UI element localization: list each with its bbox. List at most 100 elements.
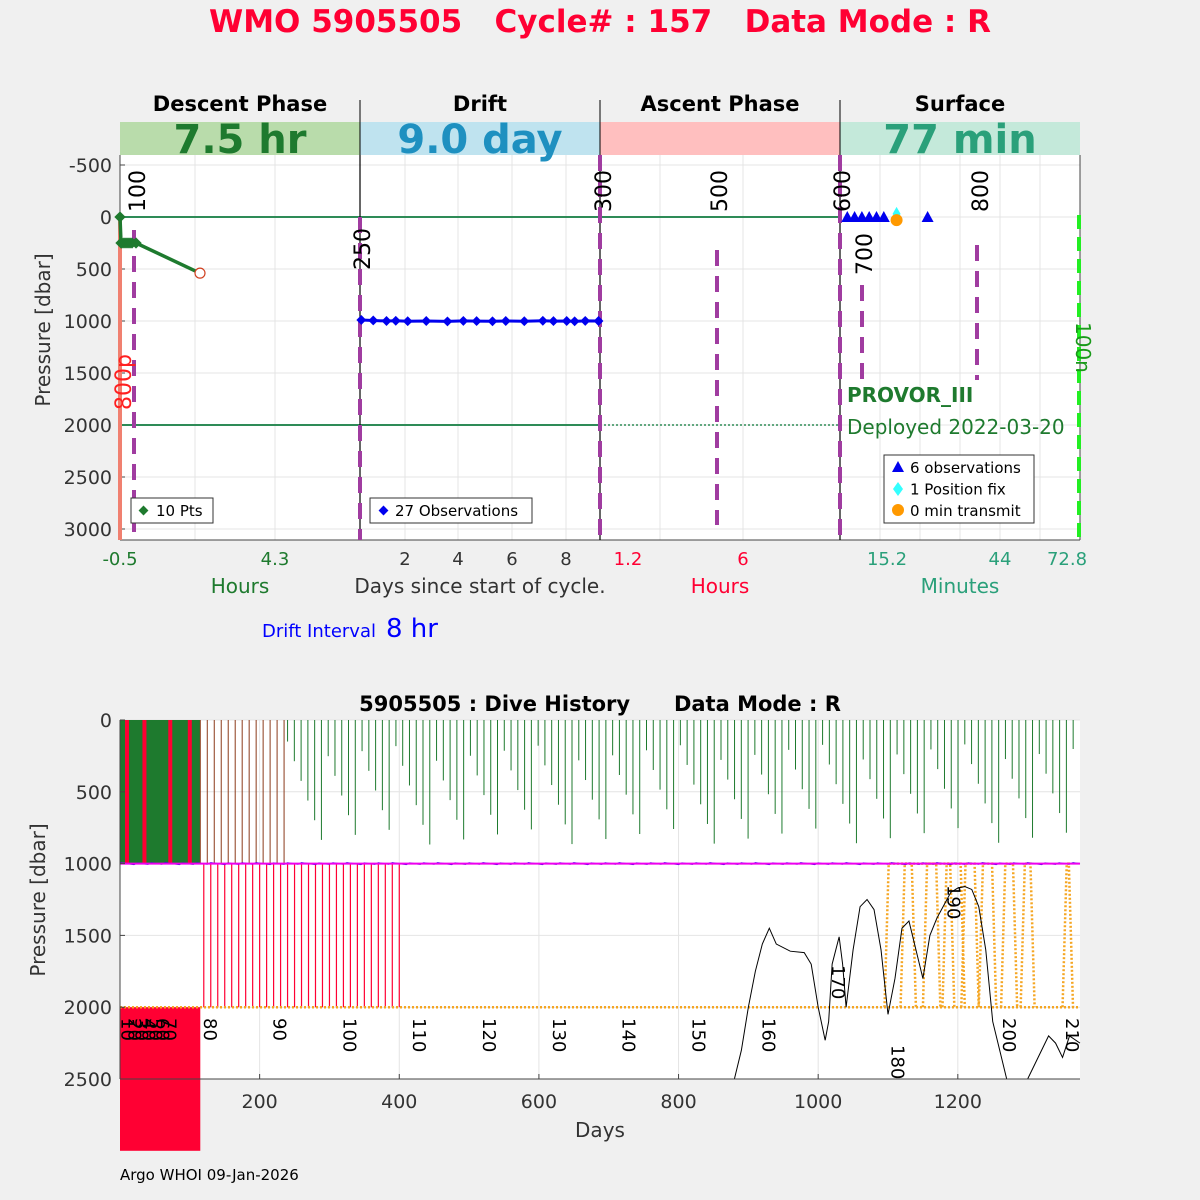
drift-point [402,316,413,327]
drift-point [519,316,530,327]
legend-descent-marker [138,505,149,516]
x-tick-label: 1.2 [614,549,643,570]
x-tick-label: 6 [737,549,748,570]
descent-point [130,237,142,249]
legend-transmit-marker [892,504,904,516]
plot-area [120,720,1080,1079]
cycle-label: 80 [199,1018,220,1041]
x-tick-label: 200 [242,1091,278,1113]
phase-duration: 9.0 day [397,117,562,163]
page-title: WMO 5905505 Cycle# : 157 Data Mode : R [209,4,991,40]
cycle-label: 10 [116,1018,137,1041]
drift-point [580,315,591,326]
legend-surface-box [883,454,1035,524]
x-tick-label: 1000 [794,1091,842,1113]
y-tick-label: 2500 [64,1069,112,1091]
marker-label: 700 [853,233,878,275]
cycle-label: 180 [886,1045,907,1079]
phase-duration: 7.5 hr [174,117,307,163]
drift-point [569,316,580,327]
legend-drift-label: 27 Observations [395,502,518,520]
legend-surface-label: 0 min transmit [910,502,1021,520]
surface-observation [877,211,890,222]
y-tick-label: -500 [69,155,112,177]
x-tick-label: -0.5 [102,549,137,570]
legend-descent-label: 10 Pts [156,502,203,520]
drift-point [421,316,432,326]
park-depth-label: 800p [112,354,137,410]
phase-axis-units: Minutes [921,574,1000,598]
drift-point [548,316,559,327]
x-tick-label: 44 [989,549,1012,570]
phase-title: Ascent Phase [641,92,800,116]
legend-surface-label: 1 Position fix [910,481,1006,499]
cycle-label: 50 [144,1018,165,1041]
x-tick-label: 8 [560,549,571,570]
y-tick-label: 2000 [64,997,112,1019]
phase-duration-bar [120,122,360,155]
x-tick-label: 600 [521,1091,557,1113]
legend-fix-marker [893,482,903,496]
descent-block [120,720,201,864]
phase-duration-bar [360,122,600,155]
phase-title: Drift [453,92,507,116]
descent-end-point [194,267,206,279]
chart-title: 5905505 : Dive History Data Mode : R [359,692,841,716]
y-tick-label: 0 [100,710,112,732]
y-tick-label: 3000 [64,519,112,541]
x-tick-label: 400 [381,1091,417,1113]
marker-label: 600 [831,170,856,212]
drift-point [442,316,453,327]
deployment-date: Deployed 2022-03-20 [847,415,1065,439]
x-tick-label: 15.2 [867,549,907,570]
cycle-label: 160 [757,1018,778,1052]
transmit-spike [1019,862,1036,1008]
cycle-label: 210 [1061,1018,1082,1052]
footer-credit: Argo WHOI 09-Jan-2026 [120,1166,299,1184]
cycle-label: 110 [408,1018,429,1052]
cycle-label: 150 [687,1018,708,1052]
drift-point [390,315,401,326]
legend-observation-marker [892,461,904,472]
x-tick-label: 4 [452,549,463,570]
y-tick-label: 0 [100,207,112,229]
drift-point [487,316,498,327]
cycle-label: 70 [158,1018,179,1041]
cycle-label: 20 [123,1018,144,1041]
transmit-spike [941,862,967,1008]
x-tick-label: 6 [506,549,517,570]
legend-descent-box [130,497,214,524]
y-tick-label: 2500 [64,467,112,489]
phase-title: Descent Phase [153,92,327,116]
cycle-label: 60 [151,1018,172,1041]
drift-point [593,316,604,326]
phase-duration-bar [840,122,1080,155]
cycle-label: 40 [137,1018,158,1041]
float-type: PROVOR_III [847,383,973,407]
cycle-label: 140 [618,1018,639,1052]
y-tick-label: 1000 [64,311,112,333]
marker-label: 100 [126,170,151,212]
y-tick-label: 500 [76,259,112,281]
phase-axis-units: Hours [211,574,270,598]
legend-drift-marker [378,505,389,516]
marker-label: 250 [351,228,376,270]
cycle-label: 120 [478,1018,499,1052]
x-tick-label: 1200 [934,1091,982,1113]
x-tick-label: 72.8 [1047,549,1087,570]
drift-interval-value: 8 hr [386,614,438,644]
transmit-point [890,214,903,227]
legend-drift-box [369,497,533,524]
phase-duration: 77 min [883,117,1036,163]
drift-point [458,315,469,326]
x-tick-label: 2 [399,549,410,570]
y-tick-label: 2000 [64,415,112,437]
drift-point [471,316,482,327]
y-axis-label: Pressure [dbar] [26,823,50,976]
marker-label: 800 [969,170,994,212]
surface-time-label: 100n [1071,322,1095,373]
cycle-label: 200 [998,1018,1019,1052]
y-axis-label: Pressure [dbar] [31,253,55,406]
y-tick-label: 500 [76,782,112,804]
